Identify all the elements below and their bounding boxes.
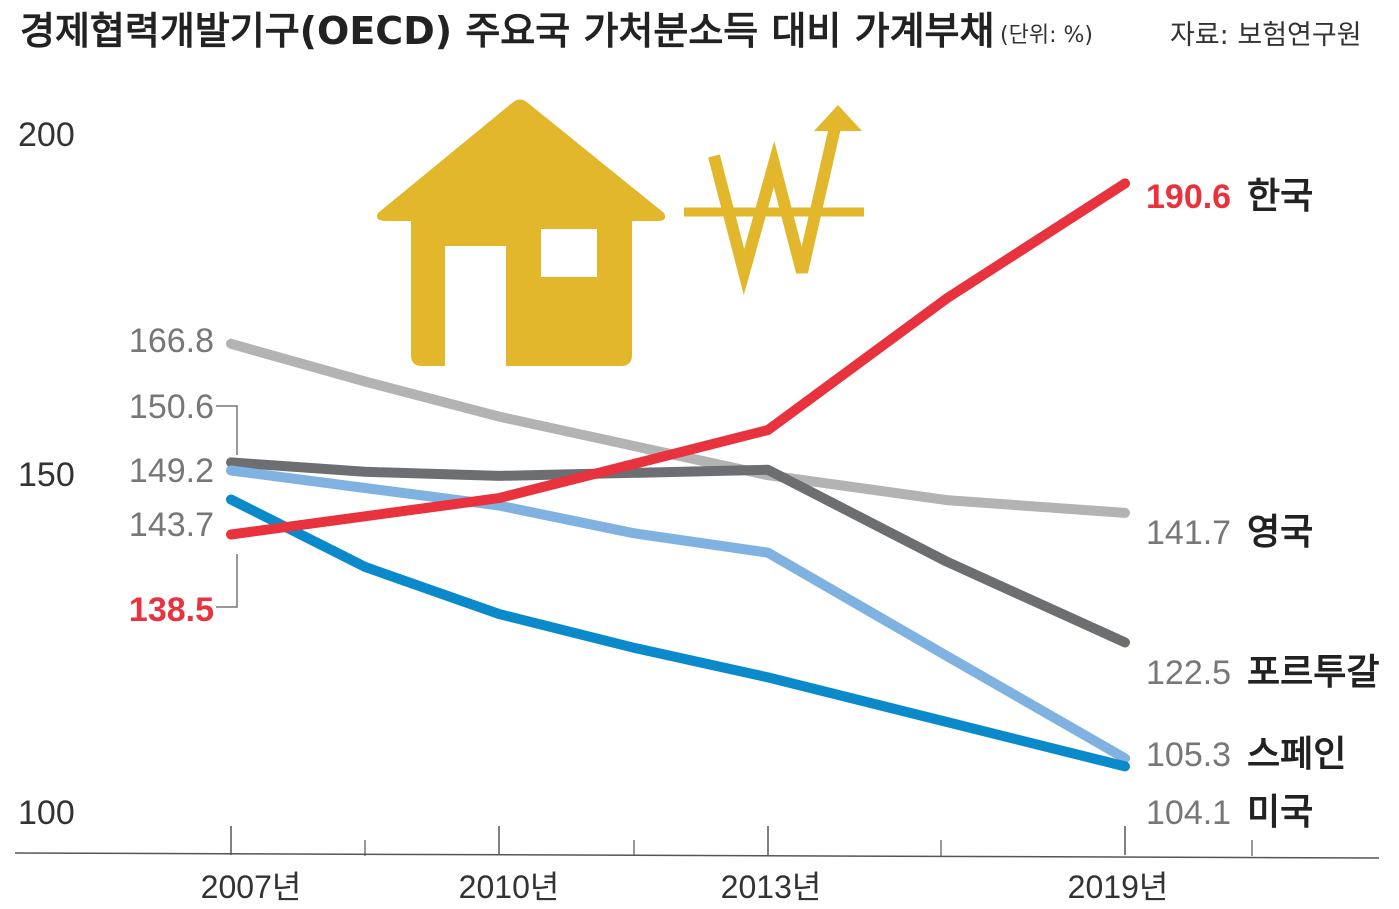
end-label-korea: 190.6: [1146, 178, 1231, 216]
series-line-usa: [226, 494, 1130, 772]
series-line-portugal: [226, 457, 1130, 648]
x-tick-label: 2007년: [201, 869, 302, 905]
series-name-spain: 스페인: [1247, 734, 1346, 775]
chart-title: 경제협력개발기구(OECD) 주요국 가처분소득 대비 가계부채: [20, 9, 994, 53]
bracket-upper: [216, 405, 238, 455]
y-tick-label: 150: [18, 456, 75, 494]
x-axis-ticks: 2007년 2010년 2013년 2019년: [201, 826, 1253, 905]
series-line-uk: [226, 338, 1130, 518]
y-axis-ticks: 100 150 200: [18, 116, 75, 832]
y-tick-label: 200: [18, 116, 75, 154]
start-label-bracket: [216, 405, 238, 608]
won-rising-icon: [684, 105, 864, 296]
unit-label: (단위: %): [1000, 23, 1093, 48]
x-tick-label: 2010년: [459, 869, 560, 905]
bracket-lower: [216, 554, 238, 608]
x-axis-line: [14, 852, 1380, 859]
start-label-uk: 166.8: [129, 322, 214, 360]
end-label-usa: 104.1: [1146, 794, 1231, 832]
source-label: 자료: 보험연구원: [1170, 20, 1362, 51]
series-lines: [226, 178, 1130, 772]
series-name-portugal: 포르투갈: [1247, 652, 1379, 693]
data-labels: 166.8 141.7 영국 150.6 122.5 포르투갈 149.2 105.3 스페인 1…: [129, 176, 1380, 833]
series-name-uk: 영국: [1247, 512, 1313, 553]
y-tick-label: 100: [18, 794, 75, 832]
start-label-korea: 138.5: [129, 591, 214, 629]
series-line-spain: [226, 465, 1130, 764]
end-label-spain: 105.3: [1146, 736, 1231, 774]
series-name-korea: 한국: [1247, 176, 1313, 217]
series-name-usa: 미국: [1247, 792, 1313, 833]
start-label-spain: 149.2: [129, 452, 214, 490]
end-label-portugal: 122.5: [1146, 654, 1231, 692]
start-label-portugal: 150.6: [129, 388, 214, 426]
end-label-uk: 141.7: [1146, 514, 1231, 552]
x-tick-label: 2013년: [721, 869, 822, 905]
series-line-korea: [226, 178, 1130, 540]
x-tick-label: 2019년: [1068, 869, 1169, 905]
start-label-usa: 143.7: [129, 506, 214, 544]
house-icon: [377, 99, 666, 370]
